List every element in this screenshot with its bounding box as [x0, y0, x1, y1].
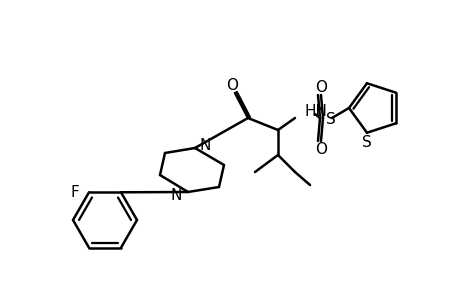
Text: HN: HN [304, 104, 327, 119]
Text: S: S [361, 135, 371, 150]
Text: N: N [199, 137, 210, 152]
Text: F: F [71, 185, 79, 200]
Text: O: O [225, 77, 237, 92]
Text: O: O [314, 142, 326, 157]
Text: O: O [314, 80, 326, 94]
Text: S: S [325, 112, 335, 128]
Text: N: N [170, 188, 181, 202]
